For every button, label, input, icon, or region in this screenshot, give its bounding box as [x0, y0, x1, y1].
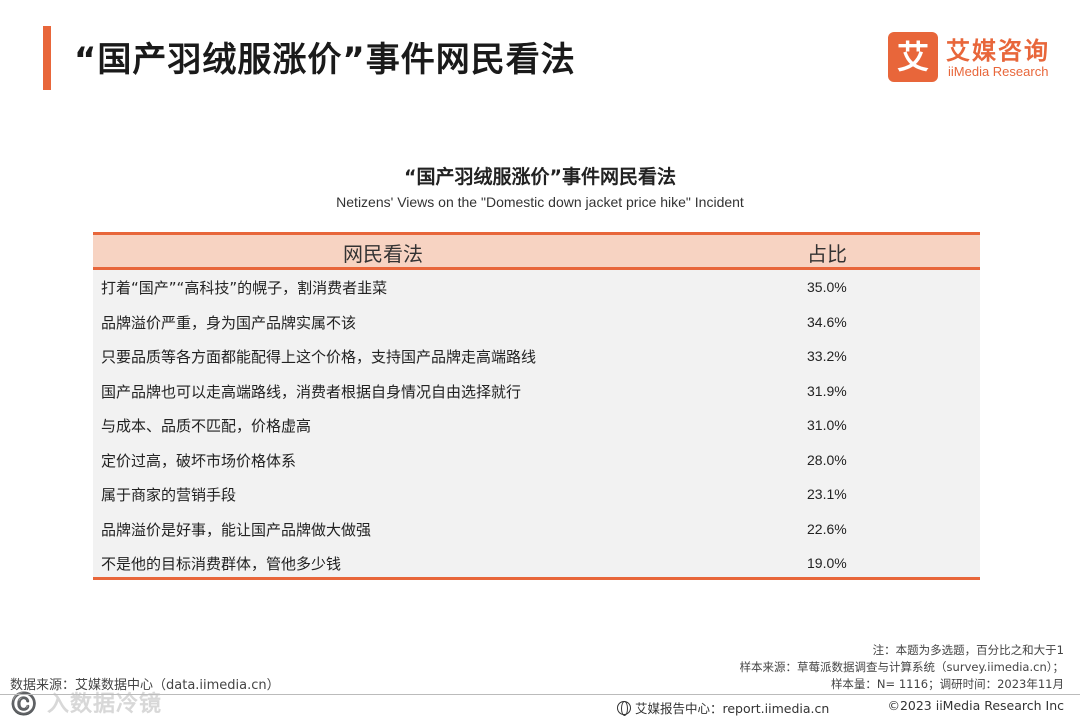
footnotes: 注：本题为多选题，百分比之和大于1 样本来源：草莓派数据调查与计算系统（surv…: [740, 642, 1064, 693]
row-share-value: 23.1%: [807, 486, 847, 502]
footer-report-center: 艾媒报告中心：report.iimedia.cn: [617, 698, 829, 717]
page-title: “国产羽绒服涨价”事件网民看法: [74, 40, 576, 80]
column-header-share: 占比: [807, 242, 847, 266]
row-view-text: 只要品质等各方面都能配得上这个价格，支持国产品牌走高端路线: [101, 348, 537, 366]
table-row: 国产品牌也可以走高端路线，消费者根据自身情况自由选择就行 31.9%: [93, 374, 980, 409]
table-row: 打着“国产”“高科技”的幌子，割消费者韭菜 35.0%: [93, 270, 980, 305]
row-view-text: 属于商家的营销手段: [101, 486, 237, 504]
row-share-value: 34.6%: [807, 313, 847, 330]
footnote-multiselect: 注：本题为多选题，百分比之和大于1: [872, 643, 1064, 657]
table-row: 品牌溢价是好事，能让国产品牌做大做强 22.6%: [93, 512, 980, 547]
row-view-text: 定价过高，破坏市场价格体系: [101, 451, 297, 470]
column-header-view: 网民看法: [343, 242, 423, 266]
title-accent-bar: [43, 26, 51, 90]
watermark: ©️ 入数据冷镜: [10, 692, 163, 717]
chart-subtitle: Netizens' Views on the "Domestic down ja…: [336, 194, 744, 210]
row-view-text: 打着“国产”“高科技”的幌子，割消费者韭菜: [101, 279, 388, 297]
data-table: 网民看法 占比 打着“国产”“高科技”的幌子，割消费者韭菜 35.0% 品牌溢价严重…: [93, 232, 980, 580]
row-share-value: 28.0%: [807, 451, 847, 468]
row-share-value: 31.0%: [807, 417, 847, 433]
row-view-text: 国产品牌也可以走高端路线，消费者根据自身情况自由选择就行: [101, 382, 522, 401]
row-share-value: 33.2%: [807, 348, 847, 364]
table-row: 只要品质等各方面都能配得上这个价格，支持国产品牌走高端路线 33.2%: [93, 339, 980, 374]
footnote-sample-source: 样本来源：草莓派数据调查与计算系统（survey.iimedia.cn）；: [739, 660, 1064, 674]
row-view-text: 不是他的目标消费群体，管他多少钱: [101, 555, 342, 573]
table-row: 定价过高，破坏市场价格体系 28.0%: [93, 443, 980, 478]
row-share-value: 19.0%: [807, 555, 847, 571]
row-view-text: 与成本、品质不匹配，价格虚高: [101, 417, 312, 435]
data-source: 数据来源：艾媒数据中心（data.iimedia.cn）: [10, 678, 280, 693]
row-share-value: 22.6%: [807, 520, 847, 537]
footer-copyright: ©2023 iiMedia Research Inc: [887, 698, 1064, 713]
table-header: 网民看法 占比: [93, 232, 980, 270]
row-share-value: 31.9%: [807, 382, 847, 399]
table-row: 属于商家的营销手段 23.1%: [93, 477, 980, 512]
table-row: 品牌溢价严重，身为国产品牌实属不该 34.6%: [93, 305, 980, 340]
table-row: 不是他的目标消费群体，管他多少钱 19.0%: [93, 546, 980, 581]
iimedia-logo: 艾 艾媒咨询 iiMedia Research: [888, 32, 1063, 84]
row-view-text: 品牌溢价是好事，能让国产品牌做大做强: [101, 520, 372, 539]
table-row: 与成本、品质不匹配，价格虚高 31.0%: [93, 408, 980, 443]
table-bottom-rule: [93, 577, 980, 580]
row-share-value: 35.0%: [807, 279, 847, 295]
footer-report-text: 艾媒报告中心：report.iimedia.cn: [635, 701, 830, 716]
globe-icon: [617, 701, 631, 716]
logo-name-cn: 艾媒咨询: [946, 37, 1050, 65]
logo-mark: 艾: [888, 32, 938, 82]
footer-divider: [0, 694, 1080, 695]
chart-title: “国产羽绒服涨价”事件网民看法: [404, 166, 676, 188]
footnote-sample-size: 样本量：N= 1116；调研时间：2023年11月: [830, 677, 1064, 691]
logo-name-en: iiMedia Research: [948, 64, 1049, 79]
row-view-text: 品牌溢价严重，身为国产品牌实属不该: [101, 313, 357, 332]
